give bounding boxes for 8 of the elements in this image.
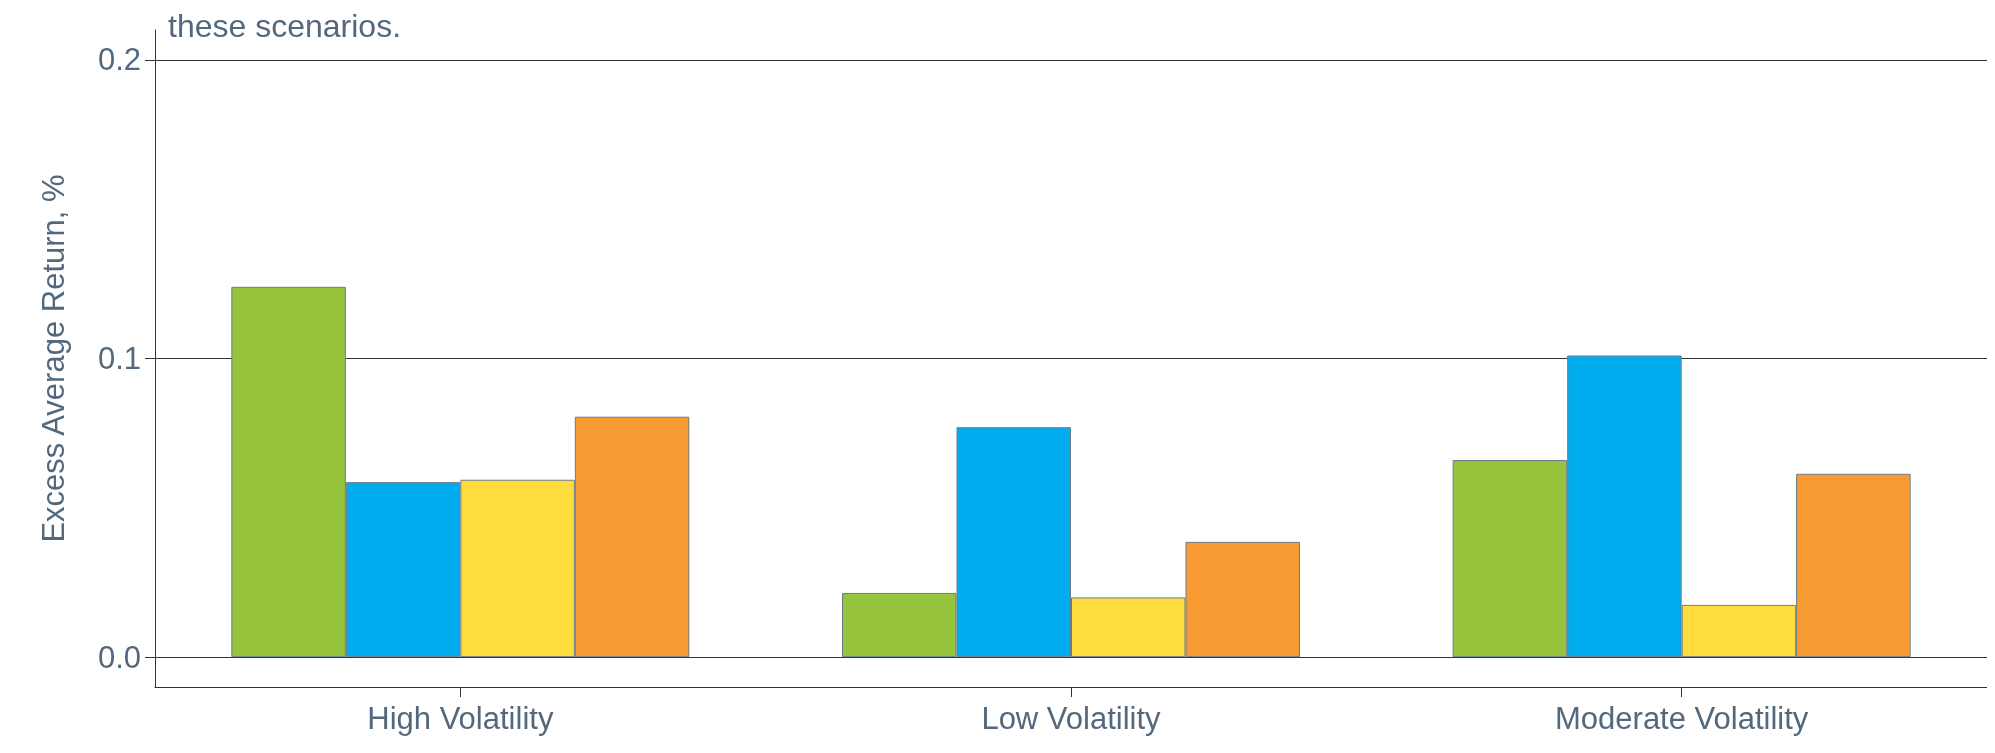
- y-tick-label: 0.1: [97, 341, 141, 376]
- y-tick-label: 0.2: [97, 42, 141, 78]
- x-tick-label: Low Volatility: [981, 701, 1162, 736]
- annotation: these scenarios.: [168, 8, 402, 44]
- x-tick-label: High Volatility: [367, 701, 554, 736]
- x-tick-label: Moderate Volatility: [1555, 701, 1809, 736]
- y-axis-title: Excess Average Return, %: [36, 174, 71, 543]
- y-tick-label: 0.0: [97, 639, 141, 675]
